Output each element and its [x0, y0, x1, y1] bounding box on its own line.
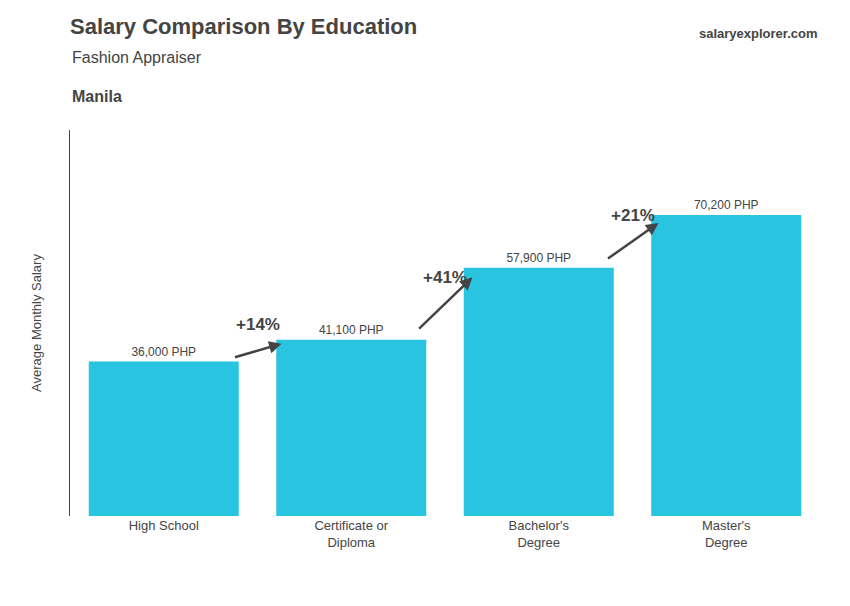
svg-text:+21%: +21%: [611, 206, 655, 225]
svg-text:High School: High School: [129, 518, 199, 533]
svg-text:Master'sDegree: Master'sDegree: [702, 518, 751, 550]
svg-text:70,200 PHP: 70,200 PHP: [694, 198, 759, 212]
svg-text:Average Monthly Salary: Average Monthly Salary: [29, 254, 44, 392]
svg-text:Manila: Manila: [72, 88, 122, 105]
svg-text:41,100 PHP: 41,100 PHP: [319, 323, 384, 337]
svg-text:36,000 PHP: 36,000 PHP: [131, 345, 196, 359]
svg-text:salaryexplorer.com: salaryexplorer.com: [699, 26, 818, 41]
svg-text:Certificate orDiploma: Certificate orDiploma: [314, 518, 388, 550]
svg-text:+14%: +14%: [236, 315, 280, 334]
svg-text:+41%: +41%: [423, 268, 467, 287]
svg-text:Fashion Appraiser: Fashion Appraiser: [72, 49, 202, 66]
svg-text:Bachelor'sDegree: Bachelor'sDegree: [509, 518, 570, 550]
svg-text:57,900 PHP: 57,900 PHP: [506, 251, 571, 265]
svg-text:Salary Comparison By Education: Salary Comparison By Education: [70, 14, 417, 39]
